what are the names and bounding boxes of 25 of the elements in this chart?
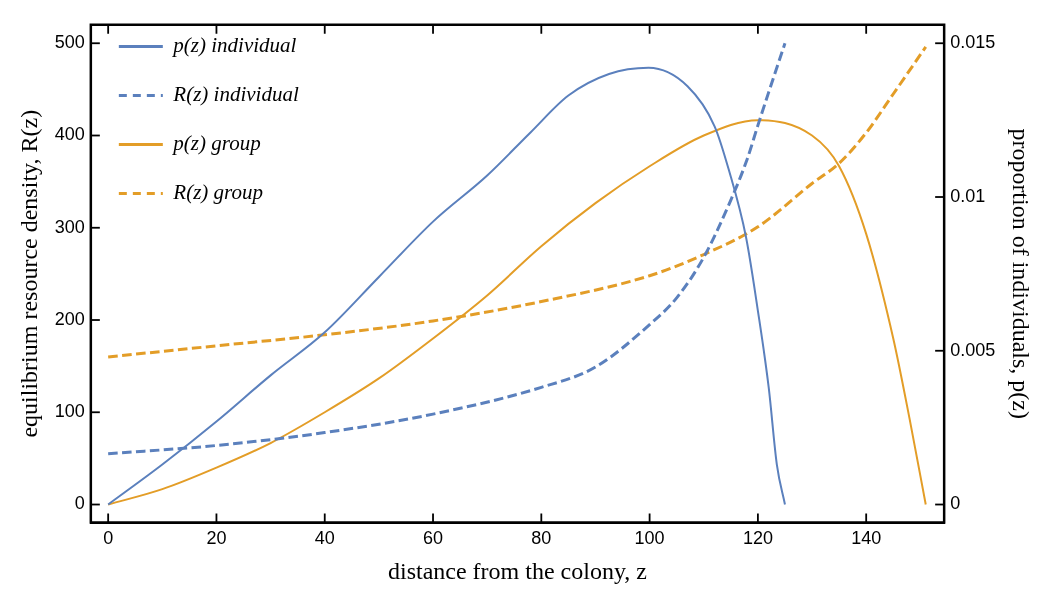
y-axis-title: equilibrium resource density, R(z) — [15, 109, 42, 438]
y-tick-label: 0 — [74, 493, 85, 514]
legend-label: R(z) group — [172, 180, 263, 205]
y2-tick-label: 0 — [950, 493, 961, 514]
x-tick-label: 120 — [742, 528, 773, 549]
y-tick-label: 400 — [54, 124, 85, 145]
legend-label: p(z) group — [171, 131, 261, 156]
x-tick-label: 60 — [423, 528, 444, 549]
x-axis-title: distance from the colony, z — [387, 557, 648, 584]
y2-tick-label: 0.01 — [950, 185, 986, 206]
x-tick-label: 80 — [531, 528, 552, 549]
x-tick-label: 40 — [314, 528, 335, 549]
y2-tick-label: 0.015 — [950, 32, 996, 53]
y-tick-label: 500 — [54, 32, 85, 53]
y-tick-label: 200 — [54, 308, 85, 329]
y2-axis-title: proportion of individuals, p(z) — [1008, 128, 1035, 420]
y-tick-label: 100 — [54, 401, 85, 422]
x-tick-label: 0 — [103, 528, 114, 549]
y2-tick-label: 0.005 — [950, 339, 996, 360]
x-tick-label: 100 — [634, 528, 665, 549]
x-tick-label: 140 — [851, 528, 882, 549]
y-tick-label: 300 — [54, 216, 85, 237]
x-tick-label: 20 — [206, 528, 227, 549]
legend-label: p(z) individual — [171, 33, 297, 58]
legend-label: R(z) individual — [172, 82, 299, 107]
